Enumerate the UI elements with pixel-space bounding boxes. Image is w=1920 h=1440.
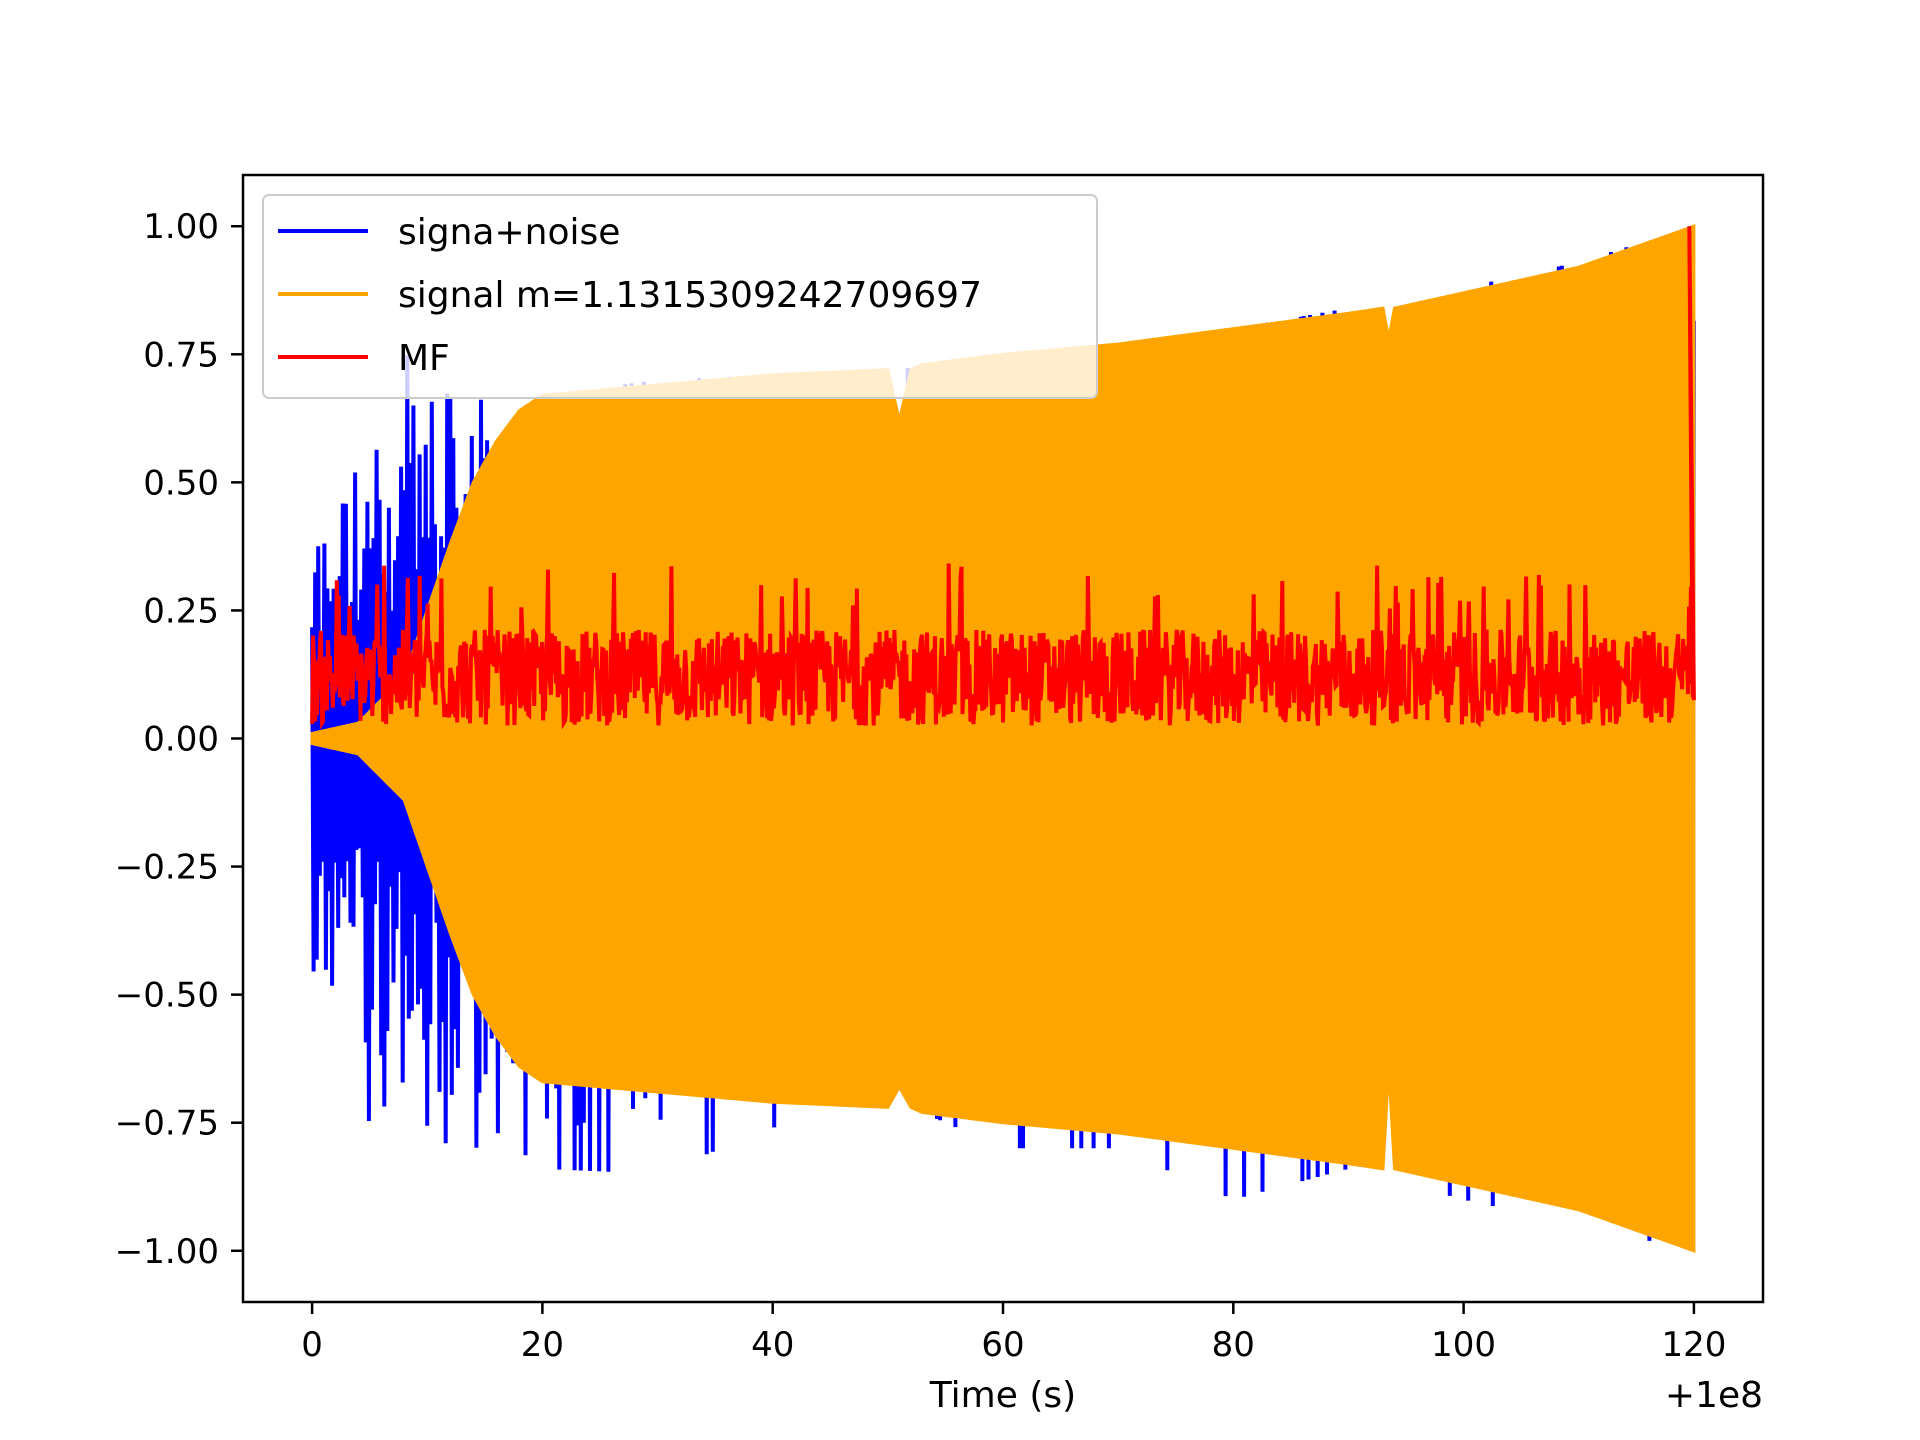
- legend-label-mf: MF: [398, 338, 450, 379]
- y-tick-label: −1.00: [115, 1232, 219, 1272]
- y-tick-label: 0.50: [143, 463, 219, 503]
- x-ticks: 0 20 40 60 80 100 120: [301, 1302, 1726, 1365]
- x-tick-label: 100: [1431, 1325, 1496, 1365]
- y-ticks: 1.00 0.75 0.50 0.25 0.00 −0.25 −0.50 −0.75 −1.00: [115, 207, 243, 1272]
- x-tick-label: 120: [1661, 1325, 1726, 1365]
- x-axis-label: Time (s): [929, 1375, 1076, 1416]
- x-tick-label: 20: [521, 1325, 564, 1365]
- x-tick-label: 0: [301, 1325, 323, 1365]
- x-tick-label: 60: [981, 1325, 1024, 1365]
- series-layer: [310, 224, 1696, 1253]
- y-tick-label: −0.75: [115, 1104, 219, 1144]
- legend-label-signal: signal m=1.1315309242709697: [398, 275, 982, 316]
- legend-label-signa-noise: signa+noise: [398, 212, 620, 253]
- y-tick-label: 1.00: [143, 207, 219, 247]
- y-tick-label: 0.00: [143, 720, 219, 760]
- x-tick-label: 40: [751, 1325, 794, 1365]
- legend-box: [262, 194, 1098, 399]
- legend: signa+noise signal m=1.1315309242709697 …: [262, 194, 1098, 399]
- x-axis-offset-label: +1e8: [1665, 1375, 1763, 1416]
- y-tick-label: 0.25: [143, 591, 219, 631]
- series-mf-line: [310, 226, 1696, 730]
- y-tick-label: −0.25: [115, 848, 219, 888]
- y-tick-label: 0.75: [143, 335, 219, 375]
- x-tick-label: 80: [1212, 1325, 1255, 1365]
- plot-area: [310, 224, 1696, 1253]
- y-tick-label: −0.50: [115, 976, 219, 1016]
